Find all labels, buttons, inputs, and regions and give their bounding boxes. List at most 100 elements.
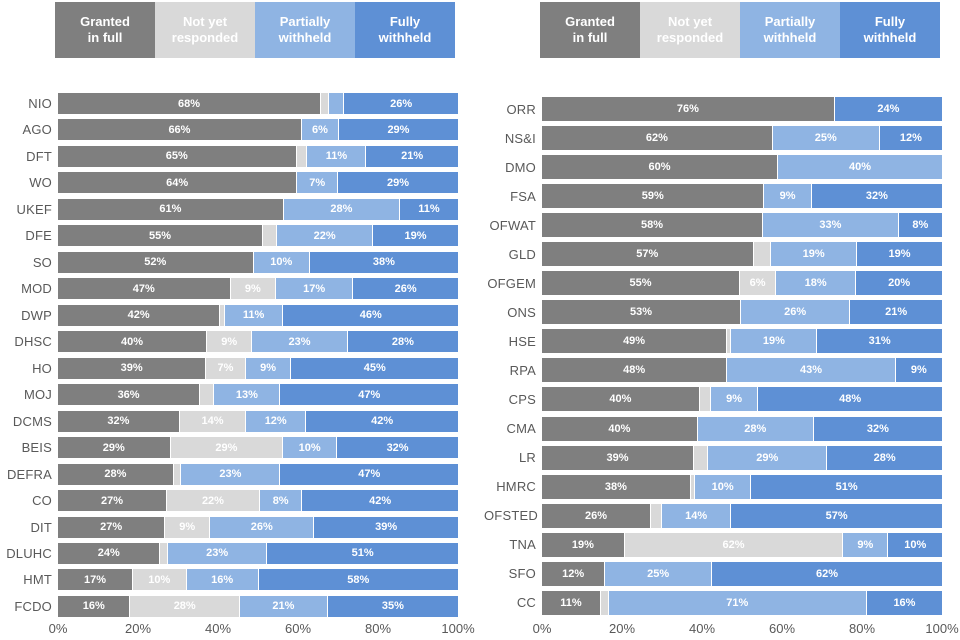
bar-row: CPS 40% 9% 48% [484,387,942,412]
dept-label: HO [32,360,52,376]
bar-row: WO 64% 7% 29% [0,172,458,194]
stacked-bar: 68% 26% [58,93,459,114]
stacked-bar: 39% 7% 9% 45% [58,357,458,379]
dept-label: DLUHC [6,545,52,561]
bar-segment-fully: 16% [866,590,942,615]
dept-label: SO [32,254,52,270]
bar-row: DIT 27% 9% 26% 39% [0,516,458,538]
dept-label: MOD [21,281,52,297]
dept-label: CPS [508,391,536,407]
stacked-bar: 57% 19% 19% [542,242,942,267]
dept-label: ONS [507,304,536,320]
bar-row: DFE 55% 22% 19% [0,225,458,247]
bar-segment-granted: 40% [58,331,207,353]
dept-label: BEIS [21,440,52,456]
dept-label: SFO [508,566,536,582]
bar-segment-fully: 12% [879,126,942,151]
bar-row: TNA 19% 62% 9% 10% [484,532,942,557]
bar-row: NIO 68% 26% [0,93,459,114]
bar-segment-fully: 39% [314,516,458,538]
bar-row: ORR 76% 24% [484,97,942,121]
bar-row: NS&I 62% 25% 12% [484,126,942,151]
bar-row: OFWAT 58% 33% 8% [484,213,942,238]
dept-label: NS&I [504,130,536,146]
stacked-bar: 47% 9% 17% 26% [58,278,459,300]
bar-segment-partially: 43% [727,358,895,383]
bar-segment-granted: 61% [58,198,283,220]
bar-segment-granted: 24% [58,542,160,564]
bar-segment-fully: 32% [337,437,459,459]
x-axis-tick-label: 60% [284,621,312,636]
bar-segment-granted: 26% [542,503,651,528]
bar-segment-granted: 39% [542,445,694,470]
legend-item-partially: Partially withheld [740,2,840,58]
stacked-bar: 39% 29% 28% [542,445,942,470]
bar-segment-not_yet: 29% [170,437,283,459]
bar-segment-fully: 48% [758,387,942,412]
bar-segment-not_yet [651,503,661,528]
bar-segment-partially: 17% [276,278,353,300]
legend-item-not_yet: Not yet responded [640,2,740,58]
bar-row: ONS 53% 26% 21% [484,300,942,325]
legend-item-not_yet: Not yet responded [155,2,255,58]
bar-segment-fully: 51% [267,542,459,564]
bar-segment-granted: 19% [542,532,624,557]
bar-segment-not_yet [600,590,608,615]
bar-segment-fully: 9% [895,358,942,383]
stacked-bar: 65% 11% 21% [58,145,459,167]
stacked-bar: 60% 40% [542,155,942,180]
dept-label: TNA [509,537,536,553]
bar-segment-fully: 38% [309,251,458,273]
dept-label: GLD [508,246,536,262]
chart-left-departments: NIO 68% 26% AGO 66% 6% 29% DFT 65% 11% 21% WO 64% 7% 2… [0,93,459,617]
bar-segment-not_yet [727,329,731,354]
x-axis-tick-label: 100% [441,621,475,636]
bar-segment-fully: 42% [302,490,458,512]
bar-segment-partially: 25% [772,126,879,151]
stacked-bar: 27% 9% 26% 39% [58,516,458,538]
x-axis-tick-label: 40% [204,621,232,636]
bar-segment-granted: 55% [58,225,263,247]
stacked-bar: 59% 9% 32% [542,184,942,209]
bar-segment-fully: 35% [327,595,458,617]
bar-row: CMA 40% 28% 32% [484,416,942,441]
dept-label: RPA [509,362,536,378]
bar-segment-partially: 14% [661,503,731,528]
bar-segment-partially: 40% [778,155,942,180]
bar-row: DEFRA 28% 23% 47% [0,463,459,485]
dept-label: OFWAT [489,217,536,233]
bar-segment-not_yet [690,474,695,499]
bar-segment-partially: 10% [253,251,309,273]
bar-row: BEIS 29% 29% 10% 32% [0,437,459,459]
dept-label: DMO [505,159,536,175]
x-axis-tick-label: 0% [532,621,552,636]
bar-segment-fully: 28% [827,445,942,470]
bar-segment-fully: 46% [283,304,458,326]
dept-label: HMRC [496,479,536,495]
stacked-bar: 38% 10% 51% [542,474,943,499]
bar-segment-partially: 19% [771,242,857,267]
bar-segment-fully: 47% [280,463,459,485]
bar-segment-partially: 18% [776,271,856,296]
bar-row: DCMS 32% 14% 12% 42% [0,410,459,432]
bar-segment-granted: 16% [58,595,130,617]
bar-row: SFO 12% 25% 62% [484,561,942,586]
bar-segment-granted: 76% [542,97,834,121]
bar-row: AGO 66% 6% 29% [0,119,458,141]
bar-segment-fully: 28% [347,331,458,353]
bar-segment-granted: 62% [542,126,772,151]
bar-segment-fully: 51% [751,474,943,499]
bar-segment-not_yet [321,93,329,114]
bar-segment-fully: 29% [338,119,458,141]
chart-right-agencies: ORR 76% 24% NS&I 62% 25% 12% DMO 60% 40% FSA 59% 9% 3… [484,97,943,615]
stacked-bar: 53% 26% 21% [542,300,942,325]
bar-segment-granted: 29% [58,437,170,459]
bar-segment-partially: 28% [283,198,399,220]
stacked-bar: 12% 25% 62% [542,561,942,586]
legend-item-granted: Granted in full [540,2,640,58]
bar-segment-granted: 40% [542,387,699,412]
bar-segment-partially: 13% [214,384,280,406]
dept-label: DFT [26,148,52,164]
x-axis-tick-label: 40% [688,621,716,636]
dept-label: DCMS [12,413,52,429]
